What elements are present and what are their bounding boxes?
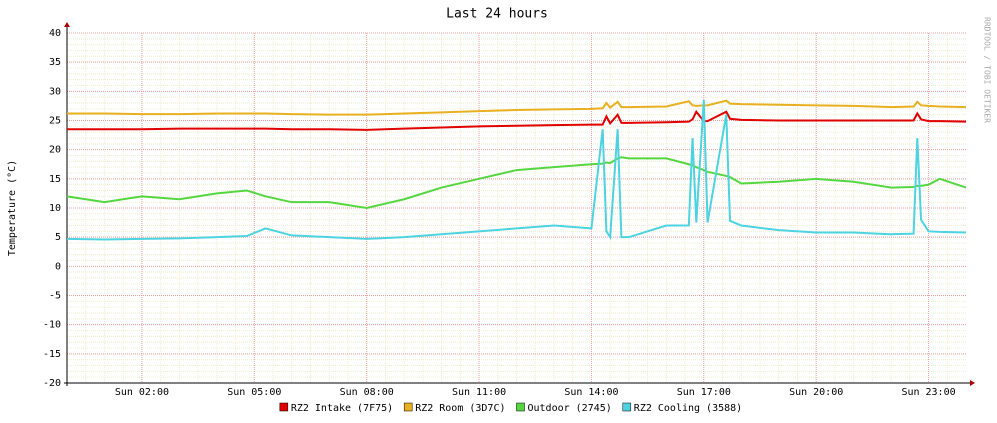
x-tick-label: Sun 23:00 [901,387,955,398]
legend-swatch [403,402,413,412]
y-tick-label: -10 [43,320,61,331]
x-tick-label: Sun 05:00 [227,387,281,398]
x-tick-label: Sun 08:00 [340,387,394,398]
y-tick-label: 35 [49,57,61,68]
series-line [66,156,967,210]
y-tick-label: 10 [49,203,61,214]
legend-label: RZ2 Cooling (3588) [634,403,742,414]
series-line [67,109,967,131]
y-tick-label: -20 [43,378,61,389]
x-tick-label: Sun 20:00 [789,387,843,398]
y-tick-label: -15 [43,349,61,360]
watermark: RRDTOOL / TOBI OETIKER [983,17,992,123]
axis-arrow [970,380,975,386]
y-tick-label: 20 [49,145,61,156]
legend-swatch [622,402,632,412]
y-tick-label: 0 [55,261,61,272]
x-tick-label: Sun 14:00 [564,387,618,398]
y-tick-label: 25 [49,116,61,127]
legend-swatch [516,402,525,412]
legend-label: Outdoor (2745) [528,403,612,414]
y-tick-label: 30 [49,86,61,97]
x-tick-label: Sun 17:00 [677,387,731,398]
y-tick-label: 40 [49,28,61,39]
y-tick-label: 5 [55,232,61,243]
legend-label: RZ2 Room (3D7C) [415,403,505,414]
series-line [67,99,967,116]
y-axis-label: Temperature (°C) [7,160,18,256]
x-tick-label: Sun 02:00 [115,387,169,398]
x-tick-label: Sun 11:00 [452,387,506,398]
legend-swatch [279,402,289,412]
legend-label: RZ2 Intake (7F75) [291,403,393,414]
y-tick-label: -5 [49,291,61,302]
series-line [66,100,967,241]
chart-title: Last 24 hours [446,7,548,22]
axis-arrow [64,22,70,27]
y-tick-label: 15 [49,174,61,185]
